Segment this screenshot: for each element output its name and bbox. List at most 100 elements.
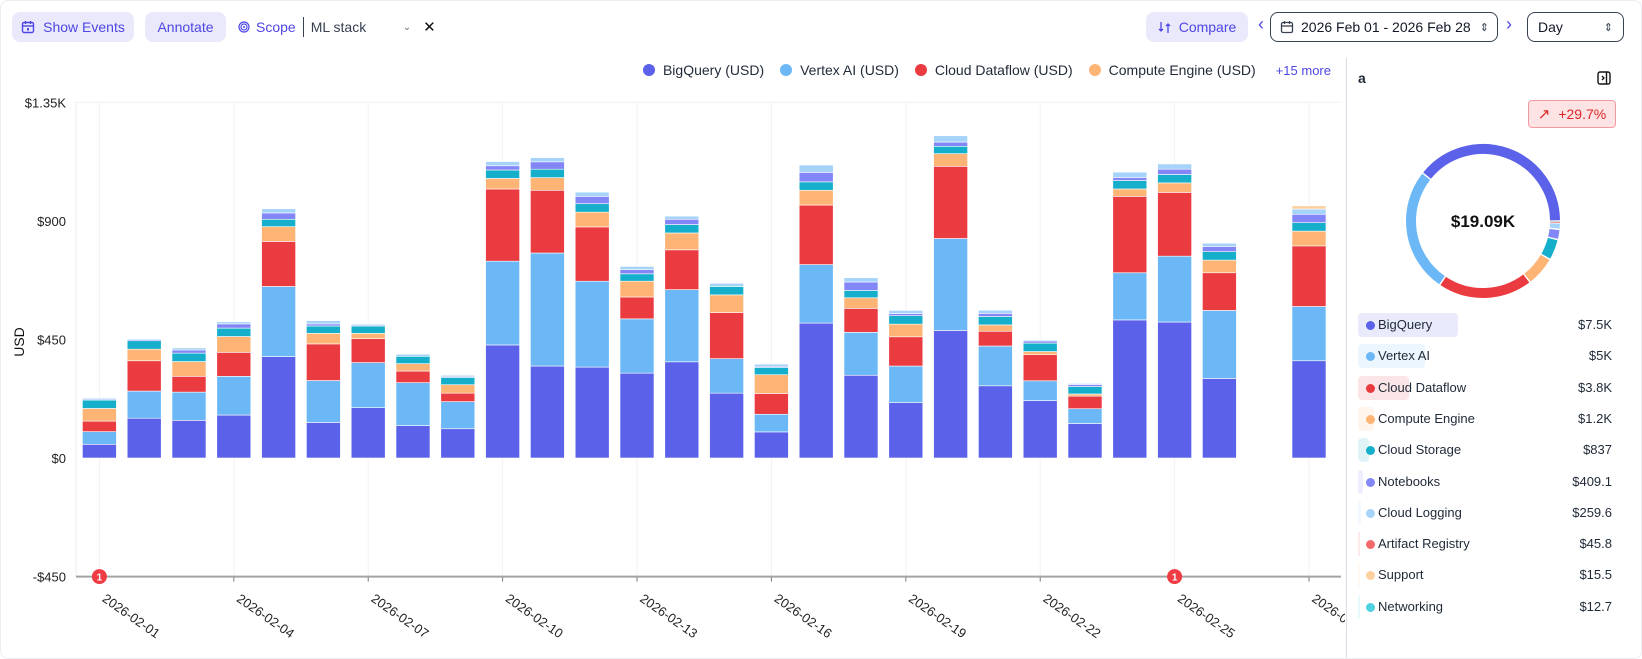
collapse-panel-icon[interactable] bbox=[1596, 70, 1612, 86]
bar-segment[interactable] bbox=[216, 321, 252, 325]
bar-segment[interactable] bbox=[888, 323, 924, 338]
bar-segment[interactable] bbox=[530, 365, 565, 459]
legend-item-cloud-dataflow[interactable]: Cloud Dataflow (USD) bbox=[914, 62, 1073, 78]
bar-segment[interactable] bbox=[798, 189, 834, 206]
service-row[interactable]: Cloud Logging $259.6 bbox=[1358, 500, 1612, 525]
bar-segment[interactable] bbox=[485, 188, 520, 262]
legend-item-vertex-ai[interactable]: Vertex AI (USD) bbox=[780, 62, 899, 78]
bar-segment[interactable] bbox=[216, 336, 252, 353]
bar-segment[interactable] bbox=[485, 161, 520, 167]
bar-segment[interactable] bbox=[798, 204, 834, 265]
bar-segment[interactable] bbox=[82, 420, 117, 432]
service-row[interactable]: Networking $12.7 bbox=[1358, 594, 1612, 619]
bar-segment[interactable] bbox=[82, 431, 117, 445]
bar-segment[interactable] bbox=[1291, 208, 1327, 215]
bar-segment[interactable] bbox=[82, 397, 117, 400]
bar-segment[interactable] bbox=[1291, 360, 1327, 459]
bar-segment[interactable] bbox=[619, 266, 655, 270]
bar-segment[interactable] bbox=[1291, 306, 1327, 362]
bar-segment[interactable] bbox=[261, 286, 296, 357]
bar-segment[interactable] bbox=[1112, 171, 1148, 178]
bar-segment[interactable] bbox=[978, 316, 1013, 326]
bar-segment[interactable] bbox=[619, 280, 655, 298]
bar-segment[interactable] bbox=[1022, 342, 1058, 352]
bar-segment[interactable] bbox=[485, 178, 520, 190]
bar-segment[interactable] bbox=[171, 349, 207, 354]
bar-segment[interactable] bbox=[126, 348, 162, 362]
bar-segment[interactable] bbox=[530, 157, 565, 163]
legend-item-bigquery[interactable]: BigQuery (USD) bbox=[642, 62, 764, 78]
bar-segment[interactable] bbox=[1202, 246, 1237, 252]
bar-segment[interactable] bbox=[395, 370, 431, 383]
bar-segment[interactable] bbox=[1022, 351, 1058, 356]
bar-segment[interactable] bbox=[798, 164, 834, 173]
bar-segment[interactable] bbox=[485, 344, 520, 459]
bar-segment[interactable] bbox=[216, 327, 252, 337]
bar-segment[interactable] bbox=[440, 384, 476, 394]
bar-segment[interactable] bbox=[440, 374, 476, 377]
bar-segment[interactable] bbox=[664, 361, 700, 459]
service-row[interactable]: Cloud Dataflow $3.8K bbox=[1358, 375, 1612, 400]
bar-segment[interactable] bbox=[709, 392, 744, 459]
bar-segment[interactable] bbox=[1202, 251, 1237, 261]
bar-segment[interactable] bbox=[843, 332, 879, 376]
bar-segment[interactable] bbox=[933, 135, 968, 143]
bar-segment[interactable] bbox=[664, 232, 700, 251]
donut-segment[interactable] bbox=[1548, 228, 1560, 239]
bar-segment[interactable] bbox=[664, 289, 700, 363]
bar-segment[interactable] bbox=[574, 366, 610, 459]
bar-segment[interactable] bbox=[978, 330, 1013, 347]
bar-segment[interactable] bbox=[1022, 339, 1058, 342]
bar-segment[interactable] bbox=[306, 320, 341, 325]
bar-segment[interactable] bbox=[1112, 188, 1148, 197]
annotate-button[interactable]: Annotate bbox=[145, 12, 226, 42]
bar-segment[interactable] bbox=[171, 420, 207, 459]
granularity-select[interactable]: Day ⇕ bbox=[1527, 12, 1624, 42]
bar-segment[interactable] bbox=[1202, 259, 1237, 274]
bar-segment[interactable] bbox=[350, 362, 386, 408]
bar-segment[interactable] bbox=[1067, 423, 1103, 459]
bar-segment[interactable] bbox=[1112, 319, 1148, 459]
bar-segment[interactable] bbox=[933, 153, 968, 167]
bar-segment[interactable] bbox=[754, 374, 789, 394]
bar-segment[interactable] bbox=[619, 318, 655, 374]
bar-segment[interactable] bbox=[530, 161, 565, 170]
bar-segment[interactable] bbox=[350, 333, 386, 339]
service-row[interactable]: Notebooks $409.1 bbox=[1358, 469, 1612, 494]
service-row[interactable]: Compute Engine $1.2K bbox=[1358, 406, 1612, 431]
bar-segment[interactable] bbox=[82, 408, 117, 422]
bar-segment[interactable] bbox=[440, 428, 476, 459]
bar-segment[interactable] bbox=[1067, 384, 1103, 387]
donut-segment[interactable] bbox=[1440, 274, 1530, 298]
bar-segment[interactable] bbox=[754, 367, 789, 376]
bar-segment[interactable] bbox=[843, 308, 879, 333]
bar-segment[interactable] bbox=[1112, 272, 1148, 321]
bar-segment[interactable] bbox=[126, 340, 162, 350]
bar-segment[interactable] bbox=[485, 260, 520, 346]
bar-segment[interactable] bbox=[1022, 340, 1058, 344]
bar-segment[interactable] bbox=[754, 363, 789, 367]
compare-button[interactable]: Compare bbox=[1146, 12, 1248, 42]
bar-segment[interactable] bbox=[978, 324, 1013, 332]
bar-segment[interactable] bbox=[619, 296, 655, 320]
bar-segment[interactable] bbox=[171, 376, 207, 393]
bar-segment[interactable] bbox=[261, 356, 296, 459]
bar-segment[interactable] bbox=[933, 145, 968, 154]
bar-segment[interactable] bbox=[261, 241, 296, 287]
bar-segment[interactable] bbox=[978, 309, 1013, 314]
bar-segment[interactable] bbox=[798, 322, 834, 459]
bar-segment[interactable] bbox=[306, 333, 341, 345]
bar-segment[interactable] bbox=[126, 390, 162, 419]
bar-segment[interactable] bbox=[798, 172, 834, 183]
bar-segment[interactable] bbox=[82, 443, 117, 459]
bar-segment[interactable] bbox=[261, 226, 296, 242]
bar-segment[interactable] bbox=[171, 361, 207, 377]
bar-segment[interactable] bbox=[126, 417, 162, 459]
bar-segment[interactable] bbox=[1067, 386, 1103, 395]
bar-segment[interactable] bbox=[216, 414, 252, 459]
bar-segment[interactable] bbox=[440, 377, 476, 386]
bar-segment[interactable] bbox=[709, 282, 744, 287]
bar-segment[interactable] bbox=[709, 286, 744, 296]
bar-segment[interactable] bbox=[888, 310, 924, 314]
bar-segment[interactable] bbox=[843, 297, 879, 309]
